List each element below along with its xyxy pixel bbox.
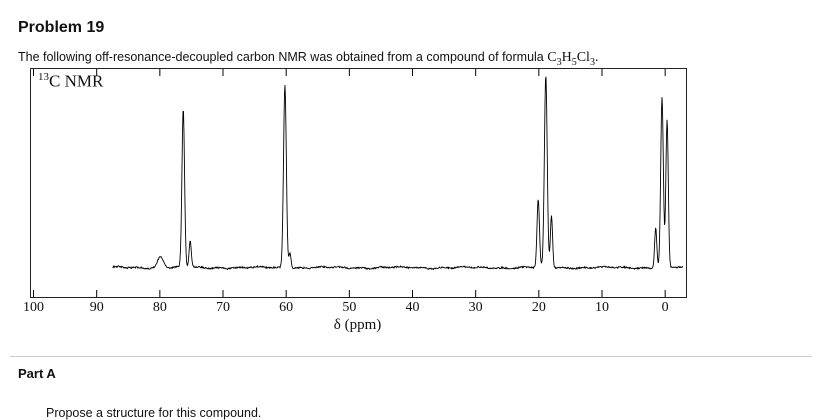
- section-divider: [10, 356, 812, 357]
- nmr-spectrum-plot: [33, 69, 684, 297]
- chemical-formula: C3H5Cl3.: [547, 49, 599, 68]
- x-tick-label: 10: [594, 300, 609, 315]
- problem-title: Problem 19: [18, 18, 105, 36]
- x-tick-label: 0: [661, 300, 669, 315]
- spectrum-label-isotope: 13: [38, 71, 49, 83]
- x-tick-label: 70: [216, 300, 230, 315]
- intro-text: The following off-resonance-decoupled ca…: [18, 49, 548, 64]
- part-a-heading: Part A: [18, 366, 56, 381]
- formula-c: C: [547, 49, 557, 65]
- formula-suffix: .: [594, 49, 599, 65]
- x-axis-title: δ (ppm): [333, 317, 382, 333]
- x-tick-label: 60: [279, 300, 294, 315]
- formula-h-sub: 5: [571, 56, 577, 68]
- x-tick-label: 80: [152, 300, 167, 315]
- x-tick-label: 20: [531, 300, 546, 315]
- formula-h: H: [561, 49, 572, 65]
- x-tick-label: 90: [89, 300, 104, 315]
- x-tick-label: 50: [342, 300, 357, 315]
- formula-cl-sub: 3: [589, 56, 595, 68]
- spectrum-label-text: C NMR: [49, 71, 104, 91]
- x-tick-label: 100: [23, 300, 45, 315]
- formula-cl: Cl: [576, 49, 590, 65]
- spectrum-label: 13C NMR: [38, 71, 103, 92]
- formula-c-sub: 3: [556, 56, 562, 68]
- x-tick-label: 40: [405, 300, 420, 315]
- x-tick-label: 30: [468, 300, 483, 315]
- part-a-question: Propose a structure for this compound.: [46, 405, 262, 420]
- problem-intro: The following off-resonance-decoupled ca…: [18, 50, 598, 68]
- nmr-chart-box: [30, 68, 687, 298]
